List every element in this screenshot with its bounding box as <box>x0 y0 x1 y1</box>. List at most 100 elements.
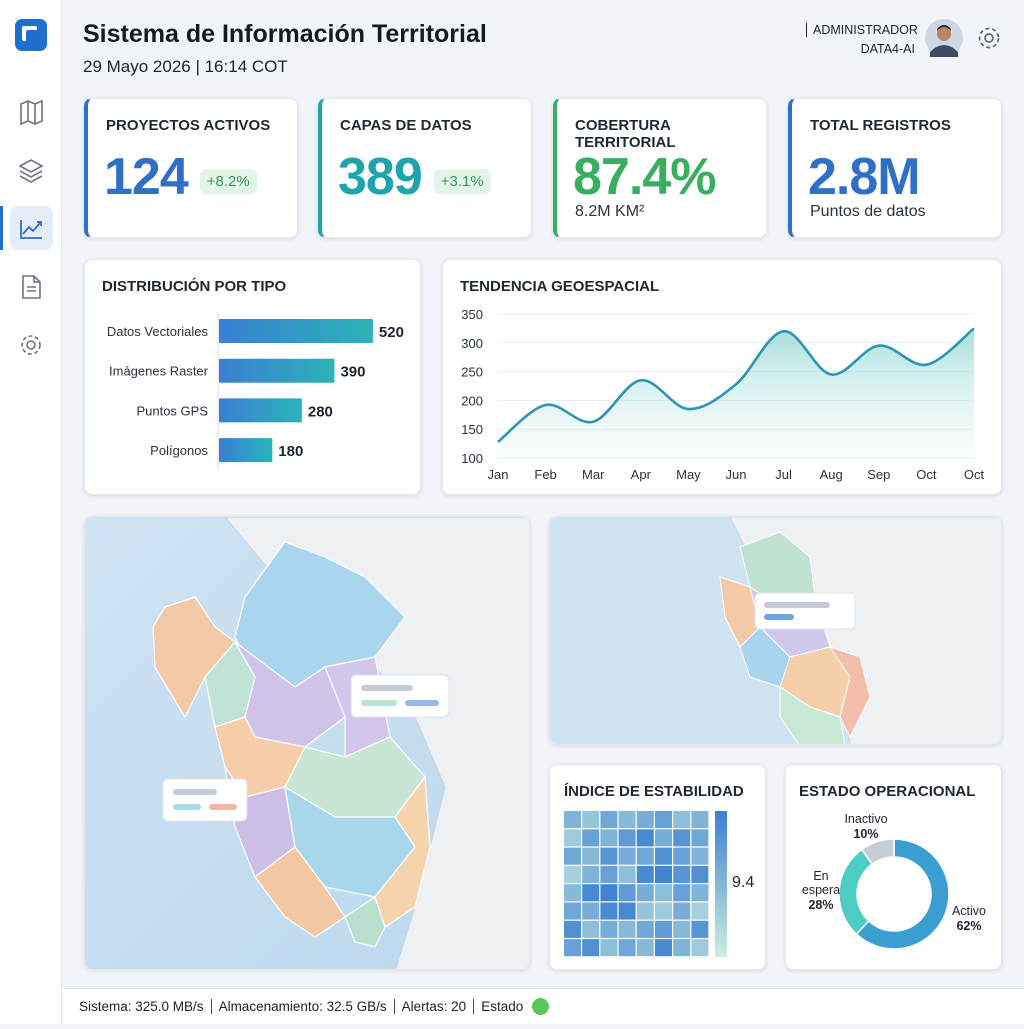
heatmap-cell <box>655 847 672 865</box>
heatmap-cell <box>636 829 654 847</box>
x-tick-label: Jul <box>775 467 792 482</box>
heatmap-cell <box>636 884 654 902</box>
heatmap-cell <box>673 920 691 938</box>
kpi-value: 389 <box>338 148 423 206</box>
x-tick-label: Apr <box>631 467 652 482</box>
kpi-change: +8.2% <box>199 169 257 194</box>
heatmap-cell <box>691 847 709 865</box>
kpi-label: PROYECTOS ACTIVOS <box>106 117 271 134</box>
heatmap-cell <box>582 902 600 920</box>
map-tooltip[interactable] <box>350 674 450 718</box>
card-title: ÍNDICE DE ESTABILIDAD <box>564 783 744 800</box>
user-role: ADMINISTRADOR <box>806 23 918 37</box>
heatmap-cell <box>673 829 691 847</box>
heatmap-cell <box>636 865 654 883</box>
kpi-card: PROYECTOS ACTIVOS 124 +8.2% <box>84 98 298 238</box>
map-large-card <box>84 516 530 970</box>
heatmap-cell <box>564 829 581 847</box>
y-tick-label: 200 <box>461 393 483 408</box>
user-controls <box>925 19 1000 57</box>
heatmap-cell <box>582 811 600 829</box>
bar <box>219 358 335 383</box>
line-series <box>497 327 975 443</box>
heatmap-cell <box>636 847 654 865</box>
active-nav-bg <box>10 206 53 250</box>
donut-segment <box>838 848 874 936</box>
donut-card: ESTADO OPERACIONAL Activo 62% En espera 28% I… <box>785 764 1002 970</box>
y-tick-label: 100 <box>461 451 483 466</box>
status-bar: Sistema: 325.0 MB/s Almacenamiento: 32.5 … <box>63 988 1024 1024</box>
logo[interactable] <box>15 19 47 51</box>
heatmap-cell <box>673 865 691 883</box>
heatmap-cell <box>600 865 618 883</box>
kpi-label: TOTAL REGISTROS <box>810 117 951 134</box>
map-tooltip[interactable] <box>754 592 856 630</box>
x-tick-label: May <box>676 467 701 482</box>
avatar[interactable] <box>925 19 963 57</box>
settings-icon[interactable] <box>21 335 41 355</box>
x-tick-label: Feb <box>534 467 556 482</box>
heatmap-cell <box>618 939 636 957</box>
page-title: Sistema de Información Territorial <box>83 20 487 48</box>
heatmap-cell <box>600 811 618 829</box>
heatmap-cell <box>691 865 709 883</box>
donut-category-label: En espera <box>802 869 840 897</box>
heatmap-cell <box>673 811 691 829</box>
kpi-value: 87.4% <box>573 148 716 206</box>
bar-category-label: Imágenes Raster <box>109 364 209 379</box>
heatmap-cell <box>600 884 618 902</box>
heatmap-cell <box>618 865 636 883</box>
kpi-note: Puntos de datos <box>810 203 926 220</box>
y-tick-label: 300 <box>461 336 483 351</box>
map-large <box>85 517 529 969</box>
heatmap-cell <box>691 902 709 920</box>
active-nav-indicator <box>0 206 3 250</box>
heatmap-cell <box>582 939 600 957</box>
user-name: DATA4-AI <box>860 42 915 56</box>
kpi-card: COBERTURA TERRITORIAL 87.4% 8.2M KM² <box>553 98 767 238</box>
heatmap-cell <box>564 920 581 938</box>
status-indicator <box>532 998 550 1015</box>
sidebar <box>0 0 62 1024</box>
analytics-icon[interactable] <box>20 220 42 239</box>
map-icon[interactable] <box>20 99 43 126</box>
status-item: Alertas: 20 <box>393 999 474 1014</box>
bar-category-label: Puntos GPS <box>136 403 208 418</box>
heatmap-cell <box>582 847 600 865</box>
kpi-card: CAPAS DE DATOS 389 +3.1% <box>318 98 532 238</box>
heatmap-cell <box>691 939 709 957</box>
card-title: TENDENCIA GEOESPACIAL <box>460 278 660 295</box>
heatmap-cell <box>618 847 636 865</box>
heatmap-cell <box>618 829 636 847</box>
heatmap-cell <box>564 865 581 883</box>
map-small <box>550 517 1001 744</box>
heatmap-cell <box>691 920 709 938</box>
kpi-note: 8.2M KM² <box>575 203 645 220</box>
heatmap-cell <box>600 847 618 865</box>
map-tooltip[interactable] <box>162 778 248 822</box>
line-chart: 100 150 200 250 300 350 Jan Feb Mar Apr May Jun Jul A… <box>461 307 984 482</box>
x-tick-label: Oct <box>916 467 937 482</box>
y-tick-label: 350 <box>461 307 483 322</box>
label-line: En <box>813 869 828 883</box>
card-title: DISTRIBUCIÓN POR TIPO <box>102 278 287 295</box>
kpi-label: CAPAS DE DATOS <box>340 117 472 134</box>
document-icon[interactable] <box>22 275 41 299</box>
heatmap-cell <box>655 865 672 883</box>
heatmap-card: ÍNDICE DE ESTABILIDAD 9.4 <box>549 764 766 970</box>
heatmap-cell <box>600 920 618 938</box>
status-item: Estado <box>473 999 530 1014</box>
heatmap-cell <box>582 884 600 902</box>
donut-value-label: 10% <box>853 827 878 841</box>
kpi-value: 124 <box>104 148 189 206</box>
heatmap-cell <box>636 902 654 920</box>
heatmap-cell <box>673 847 691 865</box>
page-datetime: 29 Mayo 2026 | 16:14 COT <box>83 57 288 76</box>
header-settings[interactable] <box>978 27 1000 49</box>
heatmap-cell <box>655 902 672 920</box>
sidebar-icons <box>0 19 53 355</box>
y-tick-label: 250 <box>461 365 483 380</box>
bar <box>219 319 373 343</box>
layers-icon[interactable] <box>18 159 44 183</box>
